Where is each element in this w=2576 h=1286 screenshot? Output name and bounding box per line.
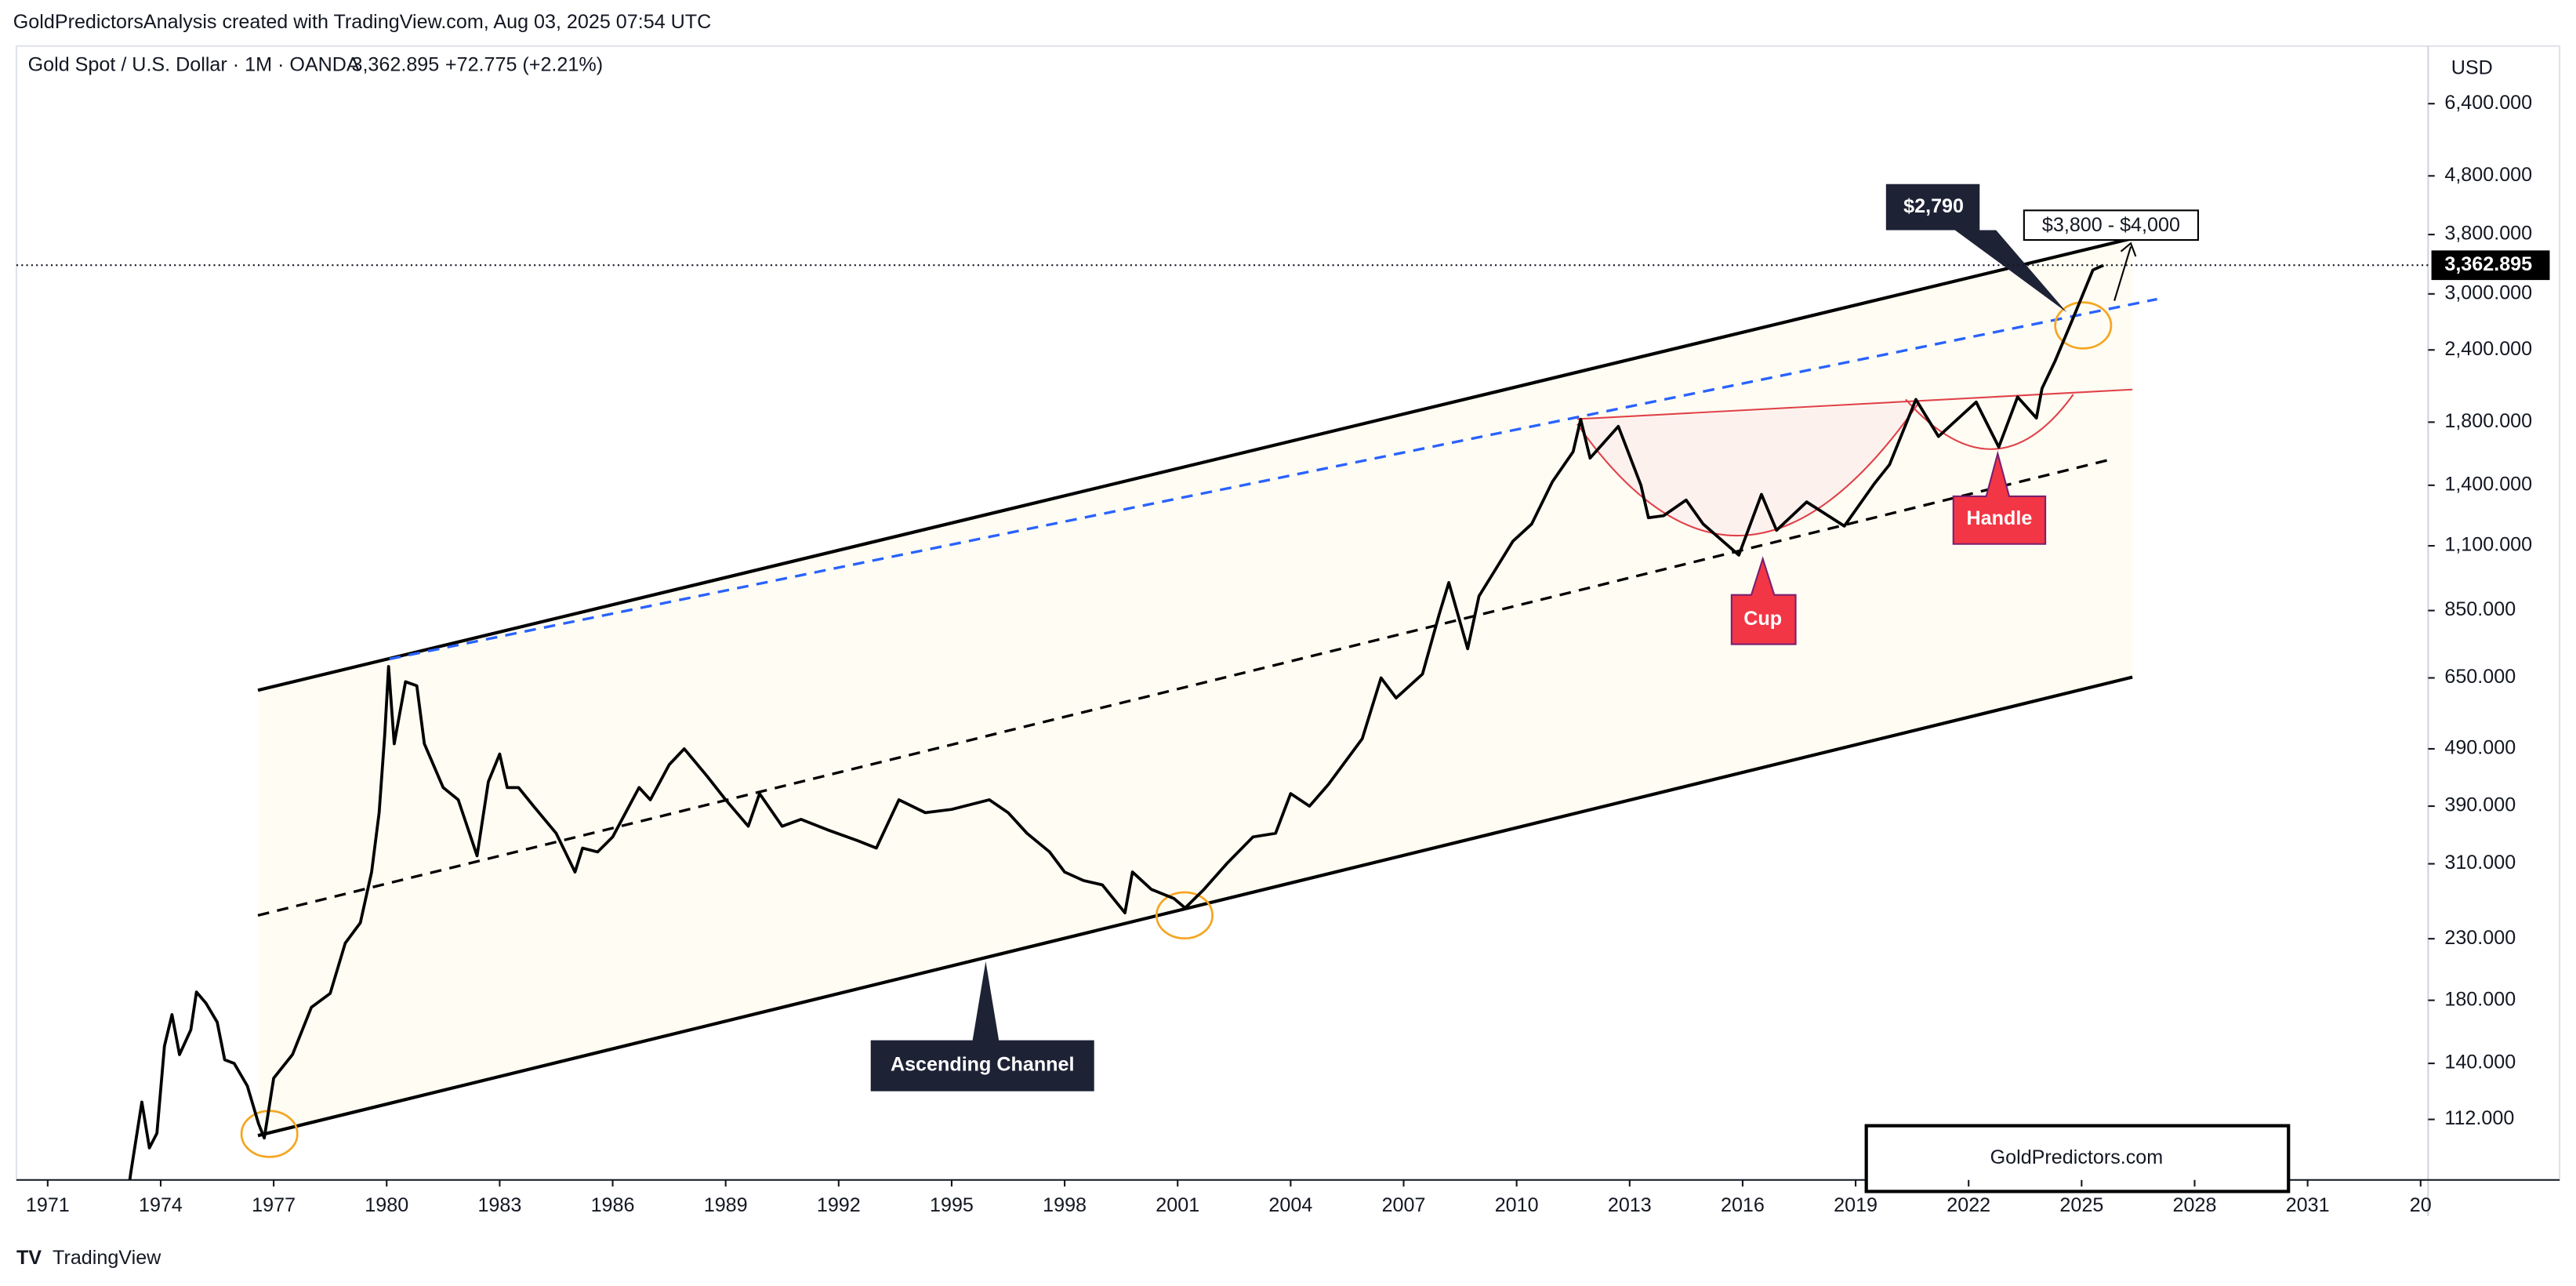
y-tick-label: 4,800.000 xyxy=(2444,164,2532,186)
y-tick-label: 850.000 xyxy=(2444,598,2516,620)
target-box xyxy=(2023,209,2200,242)
price-line xyxy=(128,263,2104,1180)
channel-upper xyxy=(257,236,2133,692)
callout-label: Handle xyxy=(1967,507,2033,529)
y-tick-label: 3,000.000 xyxy=(2444,282,2532,303)
symbol: Gold Spot / U.S. Dollar · 1M · OANDA xyxy=(28,54,360,76)
x-tick-label: 2019 xyxy=(1834,1194,1878,1216)
y-tick-label: 1,800.000 xyxy=(2444,410,2532,432)
y-tick-label: 230.000 xyxy=(2444,927,2516,949)
callout xyxy=(1885,183,2067,313)
x-tick-label: 1977 xyxy=(252,1194,296,1216)
x-tick-label: 1971 xyxy=(26,1194,70,1216)
x-tick-label: 20 xyxy=(2410,1194,2432,1216)
x-tick-label: 2016 xyxy=(1721,1194,1765,1216)
header-change: +72.775 (+2.21%) xyxy=(445,54,603,76)
x-tick-label: 2010 xyxy=(1495,1194,1539,1216)
highlight-circle xyxy=(1155,891,1214,940)
x-tick-label: 1983 xyxy=(477,1194,521,1216)
x-tick-label: 1980 xyxy=(365,1194,408,1216)
x-tick-label: 2007 xyxy=(1382,1194,1426,1216)
x-tick-label: 2025 xyxy=(2059,1194,2103,1216)
channel-lower xyxy=(257,675,2133,1138)
x-tick-label: 1995 xyxy=(930,1194,974,1216)
y-tick-label: 140.000 xyxy=(2444,1052,2516,1073)
target-arrow-head xyxy=(2120,242,2137,257)
x-tick-label: 1974 xyxy=(139,1194,183,1216)
target-arrow xyxy=(2113,246,2132,301)
channel-mid xyxy=(257,457,2115,917)
x-tick-label: 1989 xyxy=(704,1194,748,1216)
y-tick-label: 112.000 xyxy=(2444,1107,2514,1129)
x-tick-label: 2022 xyxy=(1947,1194,1990,1216)
x-tick-label: 1992 xyxy=(817,1194,861,1216)
watermark-box xyxy=(1864,1124,2291,1193)
callout-label: Cup xyxy=(1743,608,1782,630)
y-tick-label: 2,400.000 xyxy=(2444,338,2532,360)
y-tick-label: 3,800.000 xyxy=(2444,223,2532,245)
cup-fill xyxy=(1576,402,1919,536)
last-price-badge xyxy=(2431,250,2550,281)
x-tick-label: 2001 xyxy=(1156,1194,1199,1216)
callout xyxy=(870,961,1094,1092)
header: GoldPredictorsAnalysis created with Trad… xyxy=(13,11,712,33)
x-tick-label: 2004 xyxy=(1268,1194,1312,1216)
target-label: $3,800 - $4,000 xyxy=(2042,214,2180,236)
y-tick-label: 490.000 xyxy=(2444,737,2516,759)
y-tick-label: 310.000 xyxy=(2444,852,2516,874)
footer: TradingView xyxy=(53,1247,161,1269)
currency: USD xyxy=(2451,57,2493,79)
y-tick-label: 1,400.000 xyxy=(2444,473,2532,495)
series-layer xyxy=(128,263,2104,1180)
watermark: GoldPredictors.com xyxy=(1990,1146,2164,1168)
y-tick-label: 1,100.000 xyxy=(2444,534,2532,556)
callout xyxy=(1730,556,1797,645)
callout-label: $2,790 xyxy=(1903,195,1964,217)
x-tick-label: 1986 xyxy=(591,1194,635,1216)
x-tick-label: 2013 xyxy=(1608,1194,1652,1216)
y-tick-label: 390.000 xyxy=(2444,794,2516,816)
y-tick-label: 180.000 xyxy=(2444,988,2516,1010)
x-tick-label: 1998 xyxy=(1043,1194,1087,1216)
callout-label: Ascending Channel xyxy=(891,1054,1075,1076)
last-price-label: 3,362.895 xyxy=(2444,253,2532,275)
header-price: 3,362.895 xyxy=(351,54,439,76)
x-tick-label: 2031 xyxy=(2286,1194,2330,1216)
y-tick-label: 6,400.000 xyxy=(2444,92,2532,114)
x-tick-label: 2028 xyxy=(2173,1194,2217,1216)
tv-logo: TV xyxy=(16,1247,42,1269)
highlight-circle xyxy=(2054,301,2113,350)
resistance-line xyxy=(389,297,2157,661)
callout xyxy=(1952,450,2047,545)
drawings xyxy=(240,236,2157,1158)
y-tick-label: 650.000 xyxy=(2444,666,2516,688)
